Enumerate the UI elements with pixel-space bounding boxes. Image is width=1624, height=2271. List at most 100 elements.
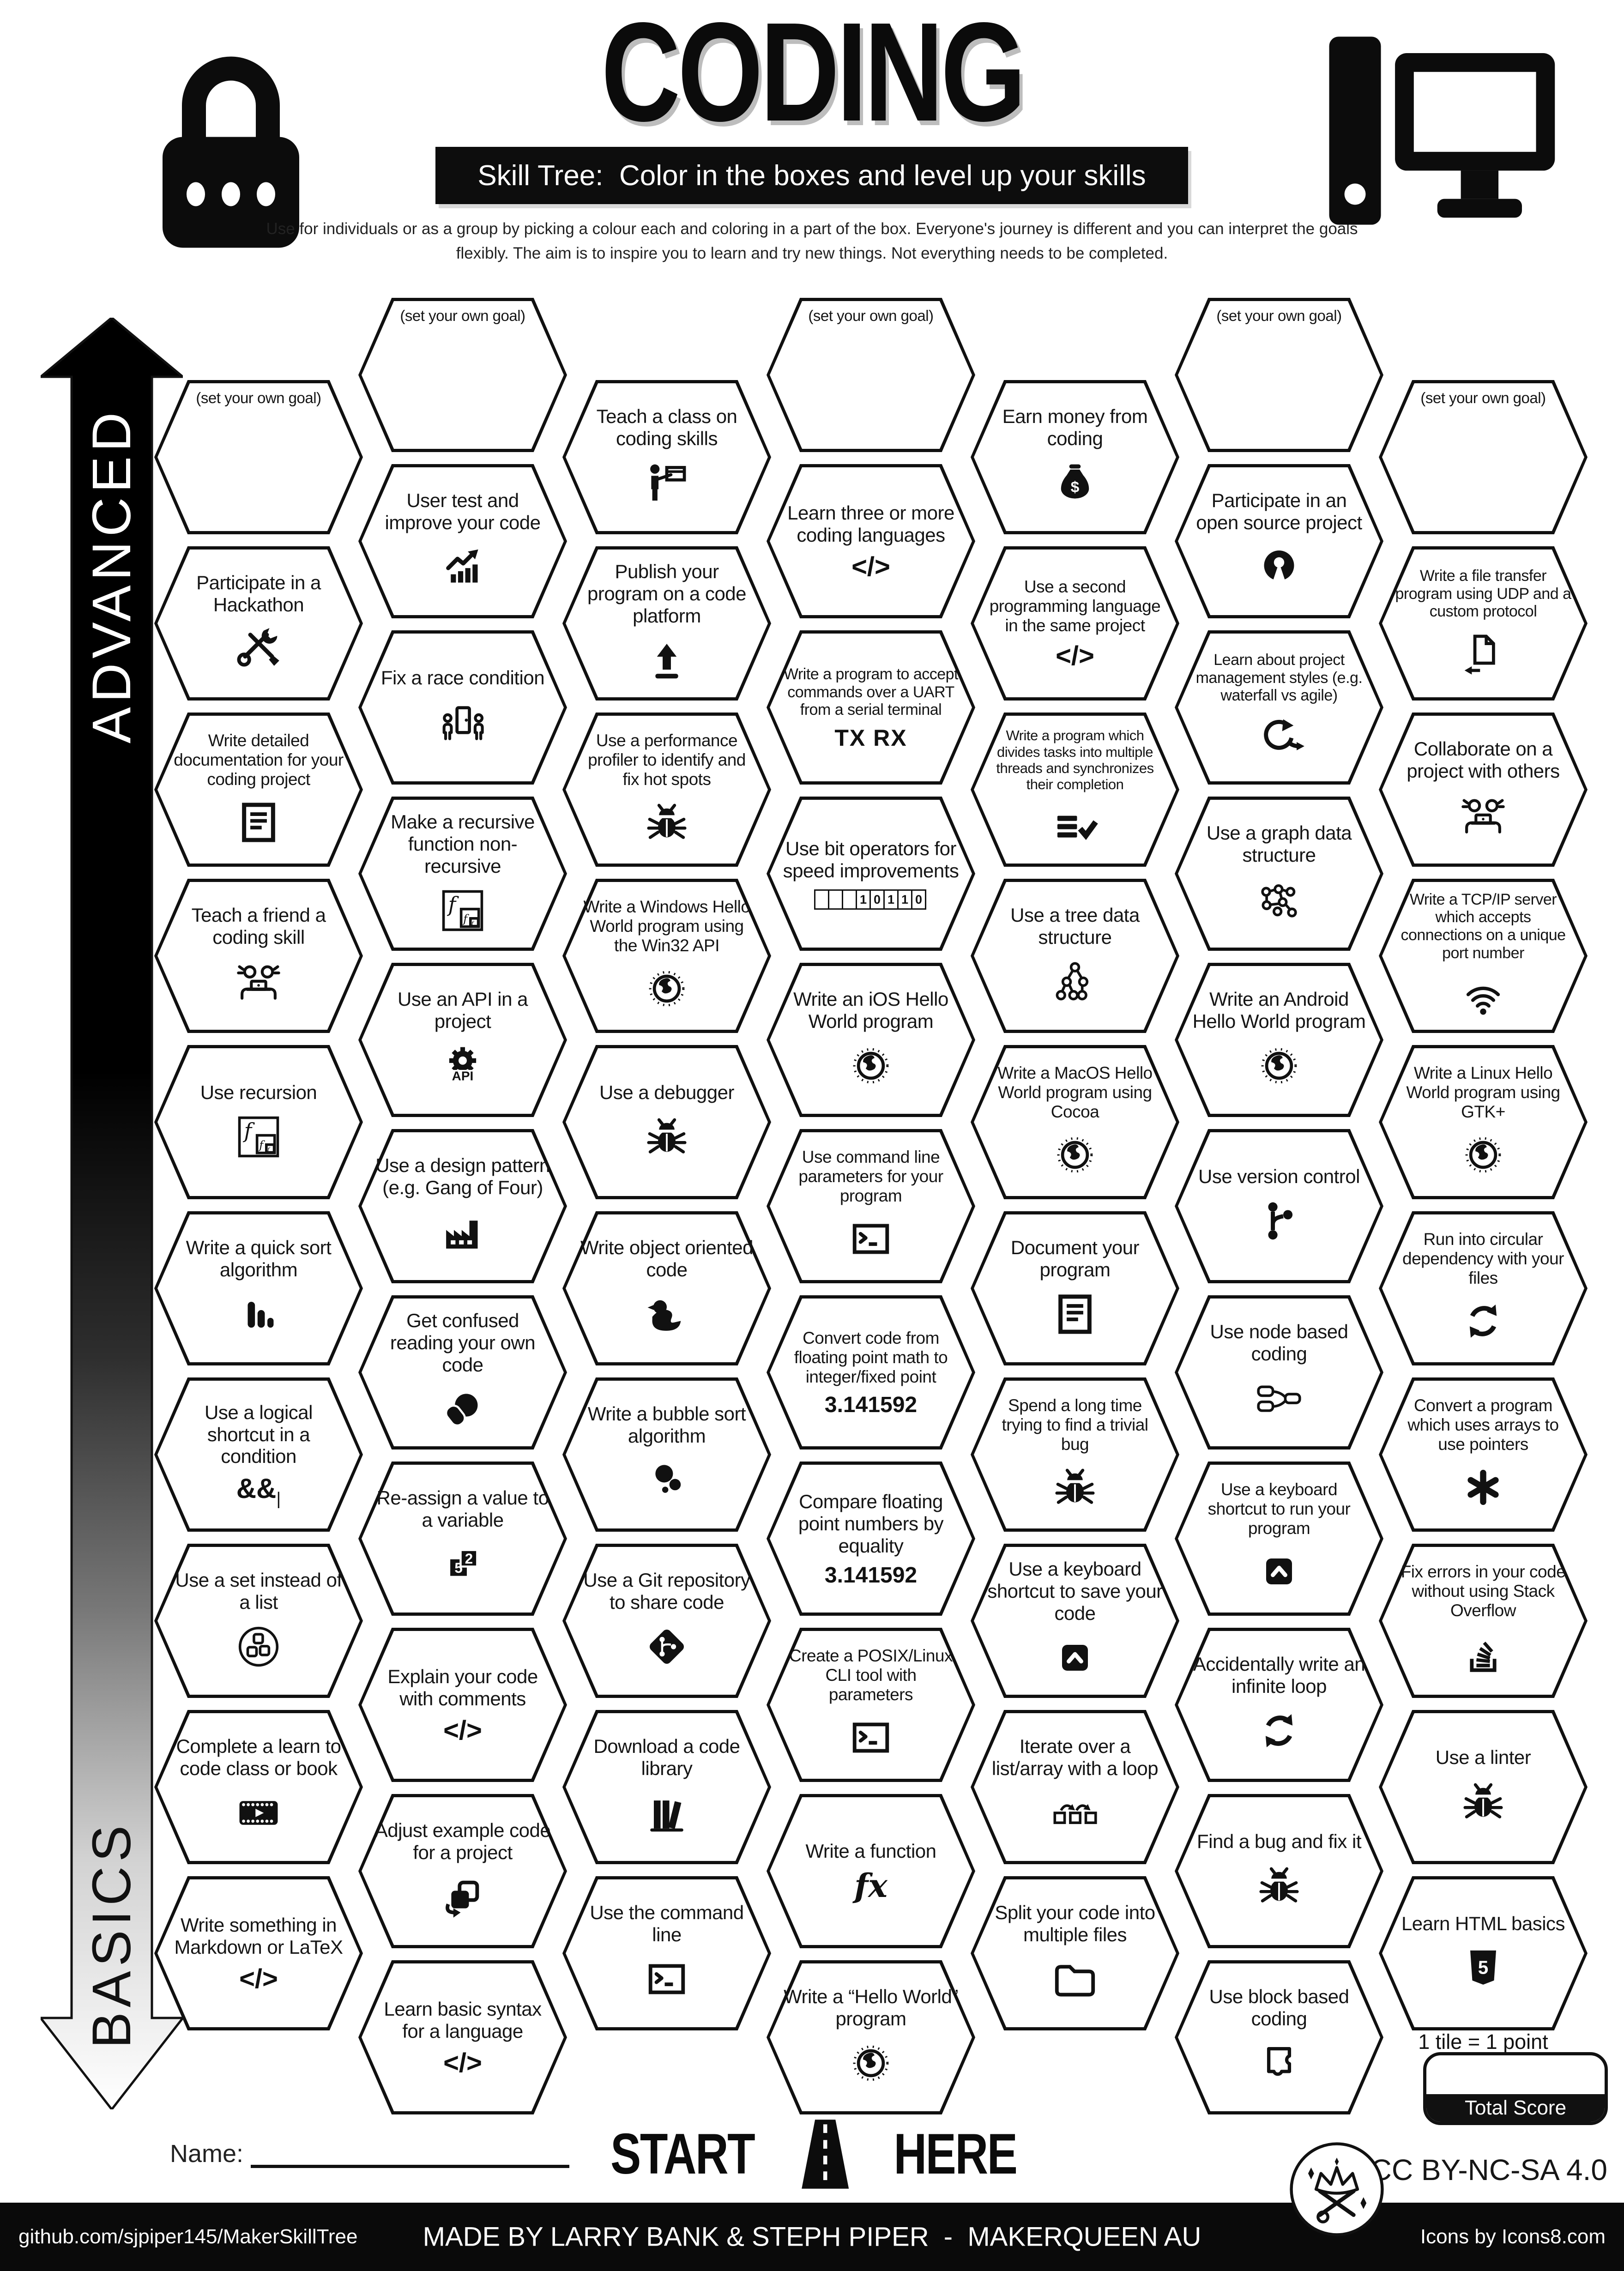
skill-hex[interactable]: Write object oriented code	[562, 1211, 771, 1365]
skill-hex[interactable]: Fix a race condition	[358, 630, 567, 785]
skill-hex[interactable]: Accidentally write an infinite loop	[1175, 1628, 1383, 1782]
open-source-icon	[1253, 541, 1305, 593]
skill-hex[interactable]: Convert code from floating point math to…	[767, 1295, 975, 1450]
keyboard-key-icon	[1253, 1546, 1305, 1597]
here-word: HERE	[894, 2122, 1017, 2186]
name-input-line[interactable]	[251, 2138, 570, 2168]
skill-label: Fix a race condition	[380, 667, 545, 689]
skill-hex[interactable]: Write a file transfer program using UDP …	[1379, 546, 1588, 701]
skill-hex[interactable]: Adjust example code for a project	[358, 1794, 567, 1948]
skill-hex[interactable]: Publish your program on a code platform	[562, 546, 771, 701]
goal-hex[interactable]: (set your own goal)	[767, 298, 975, 452]
skill-hex[interactable]: Learn about project management styles (e…	[1175, 630, 1383, 785]
skill-hex[interactable]: Use bit operators for speed improvements…	[767, 797, 975, 951]
skill-label: Explain your code with comments	[387, 1666, 538, 1709]
skill-hex[interactable]: Write a Linux Hello World program using …	[1379, 1045, 1588, 1199]
skill-hex[interactable]: Write an iOS Hello World program	[767, 963, 975, 1117]
skill-hex[interactable]: Write a function fx	[767, 1794, 975, 1948]
skill-hex[interactable]: Teach a class on coding skills	[562, 380, 771, 534]
pair-programming-icon	[1457, 790, 1509, 841]
hex-fill	[157, 1879, 360, 2027]
skill-hex[interactable]: Teach a friend a coding skill	[154, 879, 363, 1033]
goal-hex[interactable]: (set your own goal)	[1175, 298, 1383, 452]
skill-hex[interactable]: Earn money from coding $	[971, 380, 1179, 534]
footer-icons-credit: Icons by Icons8.com	[1420, 2225, 1606, 2248]
skill-hex[interactable]: Find a bug and fix it	[1175, 1794, 1383, 1948]
skill-hex[interactable]: Use a keyboard shortcut to run your prog…	[1175, 1462, 1383, 1616]
skill-hex[interactable]: Use a second programming language in the…	[971, 546, 1179, 701]
skill-label: (set your own goal)	[1216, 307, 1342, 324]
skill-hex[interactable]: Fix errors in your code without using St…	[1379, 1544, 1588, 1698]
skill-hex[interactable]: Write a Windows Hello World program usin…	[562, 879, 771, 1033]
skill-hex[interactable]: Write a “Hello World” program	[767, 1960, 975, 2114]
skill-hex[interactable]: Write a bubble sort algorithm	[562, 1377, 771, 1532]
skill-hex[interactable]: Use recursion f f f	[154, 1045, 363, 1199]
name-label: Name:	[170, 2140, 244, 2168]
skill-hex[interactable]: Complete a learn to code class or book	[154, 1710, 363, 1864]
skill-hex[interactable]: Write a program to accept commands over …	[767, 630, 975, 785]
skill-hex[interactable]: Use a tree data structure	[971, 879, 1179, 1033]
skill-hex[interactable]: Write something in Markdown or LaTeX </>	[154, 1876, 363, 2030]
skill-hex[interactable]: Write a TCP/IP server which accepts conn…	[1379, 879, 1588, 1033]
skill-hex[interactable]: Participate in a Hackathon	[154, 546, 363, 701]
skill-hex[interactable]: Collaborate on a project with others	[1379, 713, 1588, 867]
terminal-icon	[641, 1953, 693, 2005]
svg-text:$: $	[1071, 479, 1080, 496]
git-branch-icon	[1253, 1195, 1305, 1247]
skill-hex[interactable]: Learn basic syntax for a language </>	[358, 1960, 567, 2114]
goal-hex[interactable]: (set your own goal)	[1379, 380, 1588, 534]
skill-label: Spend a long time trying to find a trivi…	[1002, 1395, 1148, 1454]
skill-hex[interactable]: Get confused reading your own code	[358, 1295, 567, 1450]
skill-hex[interactable]: Iterate over a list/array with a loop	[971, 1710, 1179, 1864]
goal-hex[interactable]: (set your own goal)	[154, 380, 363, 534]
skill-hex[interactable]: Download a code library	[562, 1710, 771, 1864]
skill-hex[interactable]: Use a debugger	[562, 1045, 771, 1199]
goal-hex[interactable]: (set your own goal)	[358, 298, 567, 452]
globe-icon	[1049, 1129, 1101, 1181]
race-condition-icon	[437, 696, 489, 748]
skill-hex[interactable]: Use a linter	[1379, 1710, 1588, 1864]
skill-hex[interactable]: Write an Android Hello World program	[1175, 963, 1383, 1117]
skill-hex[interactable]: Document your program	[971, 1211, 1179, 1365]
skill-hex[interactable]: Learn HTML basics 5	[1379, 1876, 1588, 2030]
skill-hex[interactable]: Use an API in a project API	[358, 963, 567, 1117]
footer-github-link[interactable]: github.com/sjpiper145/MakerSkillTree	[18, 2225, 358, 2248]
hex-fill	[566, 383, 768, 531]
skill-hex[interactable]: Use a performance profiler to identify a…	[562, 713, 771, 867]
skill-label: Write a Linux Hello World program using …	[1406, 1063, 1560, 1122]
skill-hex[interactable]: User test and improve your code	[358, 464, 567, 618]
skill-label: Use node based coding	[1210, 1321, 1348, 1365]
skill-hex[interactable]: Write a MacOS Hello World program using …	[971, 1045, 1179, 1199]
skill-hex[interactable]: Write a program which divides tasks into…	[971, 713, 1179, 867]
sync-arrows-icon	[1253, 1705, 1305, 1757]
skill-hex[interactable]: Learn three or more coding languages </>	[767, 464, 975, 618]
skill-hex[interactable]: Use a design pattern (e.g. Gang of Four)	[358, 1129, 567, 1283]
skill-hex[interactable]: Create a POSIX/Linux CLI tool with param…	[767, 1628, 975, 1782]
skill-hex[interactable]: Use node based coding	[1175, 1295, 1383, 1450]
skill-hex[interactable]: Compare floating point numbers by equali…	[767, 1462, 975, 1616]
skill-hex[interactable]: Use block based coding	[1175, 1960, 1383, 2114]
skill-hex[interactable]: Make a recursive function non-recursive f…	[358, 797, 567, 951]
skill-hex[interactable]: Write a quick sort algorithm	[154, 1211, 363, 1365]
skill-hex[interactable]: Use a logical shortcut in a condition &&|	[154, 1377, 363, 1532]
bug-icon	[641, 797, 693, 848]
skill-hex[interactable]: Spend a long time trying to find a trivi…	[971, 1377, 1179, 1532]
skill-hex[interactable]: Use a Git repository to share code	[562, 1544, 771, 1698]
skill-hex[interactable]: Use a keyboard shortcut to save your cod…	[971, 1544, 1179, 1698]
hex-fill	[974, 882, 1176, 1030]
skill-hex[interactable]: Run into circular dependency with your f…	[1379, 1211, 1588, 1365]
skill-hex[interactable]: Use the command line	[562, 1876, 771, 2030]
skill-hex[interactable]: Use a graph data structure	[1175, 797, 1383, 951]
skill-hex[interactable]: Use command line parameters for your pro…	[767, 1129, 975, 1283]
total-score-box[interactable]: Total Score	[1423, 2052, 1608, 2125]
skill-hex[interactable]: Convert a program which uses arrays to u…	[1379, 1377, 1588, 1532]
skill-hex[interactable]: Use version control	[1175, 1129, 1383, 1283]
git-diamond-icon	[641, 1621, 693, 1673]
skill-hex[interactable]: Split your code into multiple files	[971, 1876, 1179, 2030]
skill-hex[interactable]: Explain your code with comments </>	[358, 1628, 567, 1782]
skill-hex[interactable]: Use a set instead of a list	[154, 1544, 363, 1698]
hex-fill	[1178, 1963, 1380, 2111]
skill-hex[interactable]: Write detailed documentation for your co…	[154, 713, 363, 867]
skill-hex[interactable]: Participate in an open source project	[1175, 464, 1383, 618]
skill-hex[interactable]: Re-assign a value to a variable 5 2	[358, 1462, 567, 1616]
